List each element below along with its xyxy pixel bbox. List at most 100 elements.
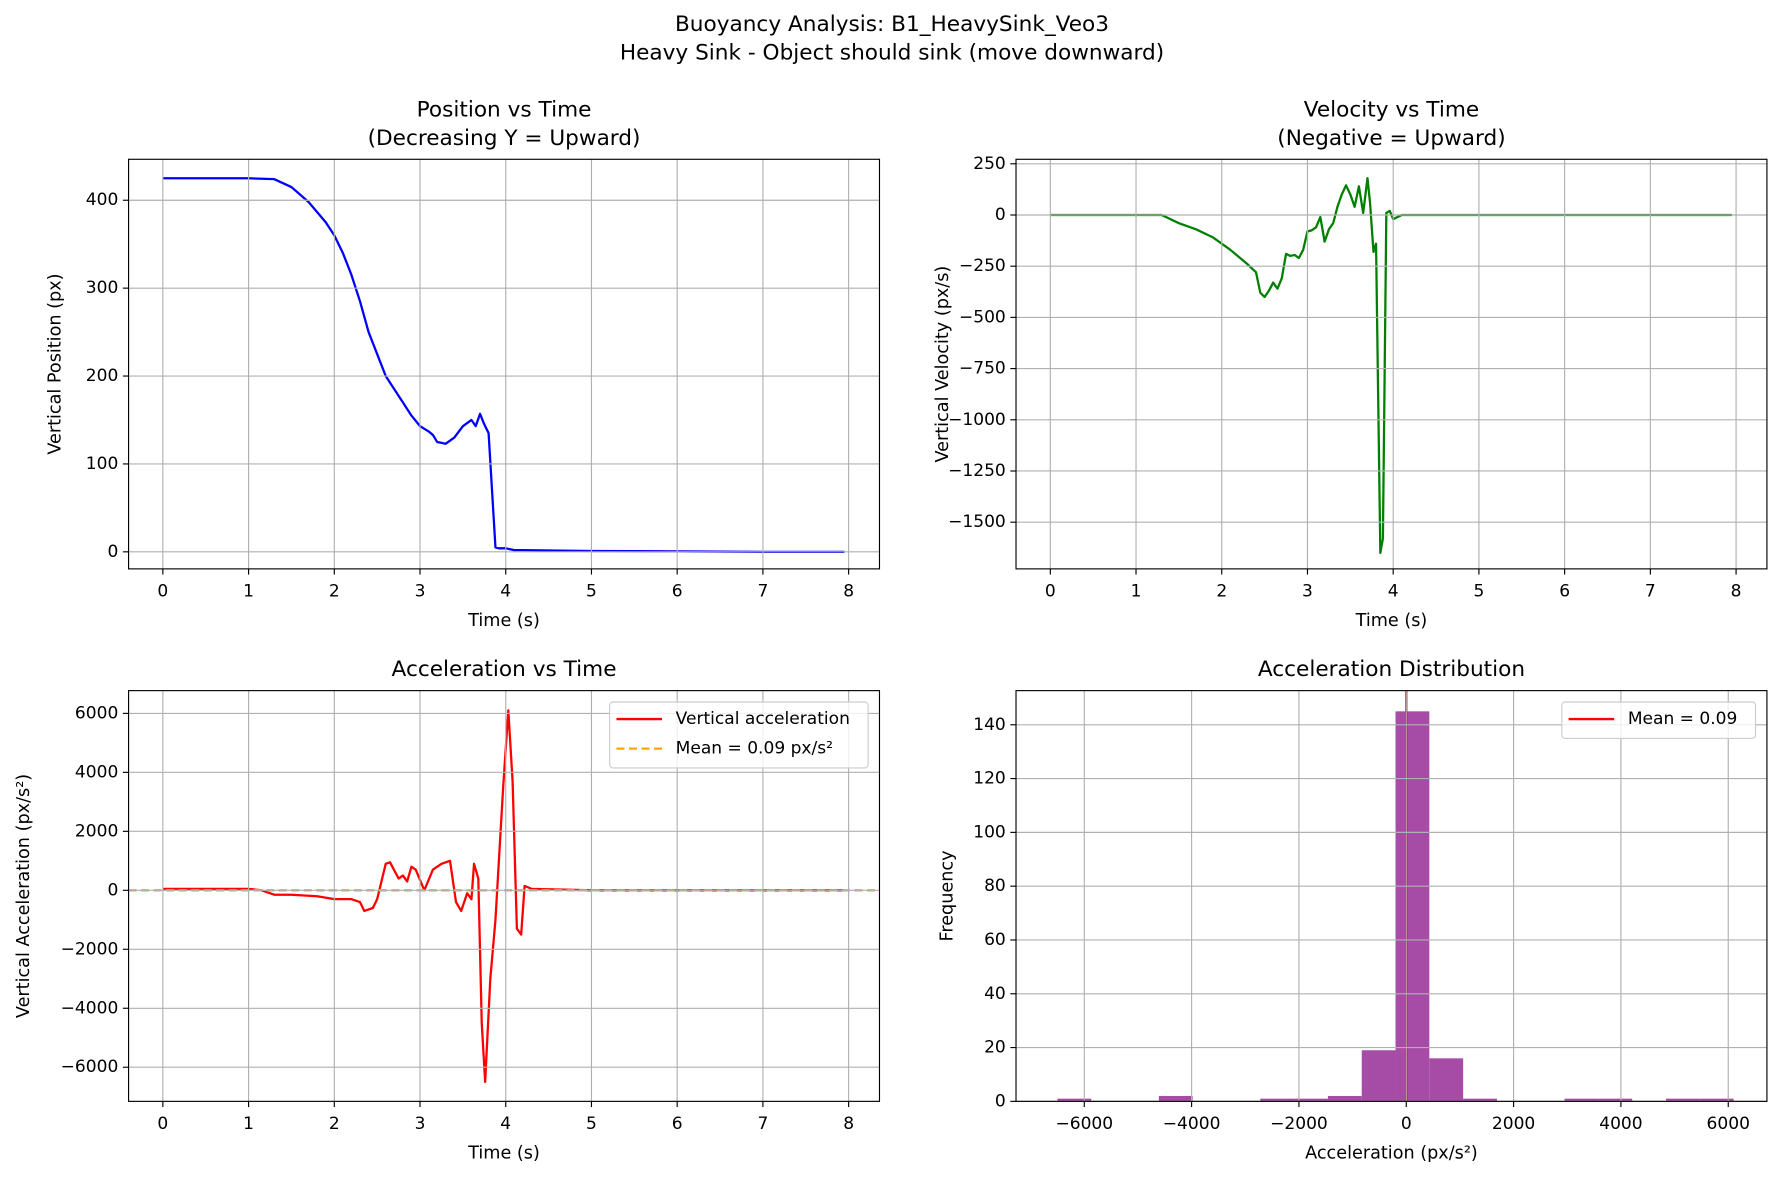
subplot: −6000 −4000 −2000 0 2000 4000 6000 0 20 40 60 80 100… (938, 657, 1768, 1164)
y-tick-label: 300 (86, 278, 119, 298)
x-tick-label: 2 (329, 1114, 340, 1134)
legend-label: Vertical acceleration (676, 709, 850, 729)
y-tick-label: 400 (86, 190, 119, 210)
y-tick-label: 60 (984, 930, 1006, 950)
x-tick-label: 8 (843, 582, 854, 602)
hist-bar (1665, 1098, 1700, 1102)
data-line (162, 177, 845, 553)
x-axis-label: Acceleration (px/s²) (1305, 1144, 1478, 1164)
x-tick-label: 6 (672, 582, 683, 602)
x-tick-label: 3 (415, 1114, 426, 1134)
subplot-subtitle: (Decreasing Y = Upward) (368, 126, 641, 151)
x-axis-label: Time (s) (467, 1144, 540, 1164)
y-tick-label: 0 (107, 542, 118, 562)
subplot: 0 1 2 3 4 5 6 7 8 −6000 −4000 −2000 0 2000 4000 6000 Acc… (14, 657, 881, 1164)
subplot-subtitle: (Negative = Upward) (1277, 126, 1505, 151)
x-tick-label: 0 (157, 582, 168, 602)
x-tick-label: 8 (843, 1114, 854, 1134)
y-tick-label: 6000 (75, 703, 118, 723)
x-tick-label: 6 (1559, 582, 1570, 602)
axes-frame (1015, 158, 1768, 570)
subplot-title: Position vs Time (417, 97, 592, 122)
x-tick-label: 4 (500, 582, 511, 602)
y-tick-label: 250 (973, 154, 1006, 174)
x-axis-label: Time (s) (467, 611, 540, 631)
y-tick-label: 20 (984, 1038, 1006, 1058)
x-tick-label: 5 (1473, 582, 1484, 602)
y-tick-label: −2000 (61, 939, 119, 959)
y-tick-label: 100 (86, 454, 119, 474)
legend-box (1561, 701, 1757, 739)
hist-bar (1057, 1098, 1092, 1102)
subplot-title: Acceleration Distribution (1258, 657, 1525, 682)
hist-bar (1429, 1058, 1464, 1102)
y-tick-label: 120 (973, 769, 1006, 789)
y-tick-label: 80 (984, 876, 1006, 896)
hist-bar (1294, 1098, 1328, 1102)
x-axis-label: Time (s) (1355, 611, 1428, 631)
data-line (162, 709, 845, 1084)
x-tick-label: 0 (157, 1114, 168, 1134)
hist-bar (1260, 1098, 1295, 1102)
y-tick-label: 0 (107, 880, 118, 900)
plot-area (1050, 176, 1732, 555)
axes-frame (1015, 690, 1768, 1102)
x-tick-label: 2000 (1492, 1114, 1535, 1134)
x-tick-label: 2 (329, 582, 340, 602)
subplot-title: Acceleration vs Time (392, 657, 617, 682)
legend: Mean = 0.09 (1561, 701, 1757, 739)
y-tick-label: 4000 (75, 762, 118, 782)
x-tick-label: 0 (1045, 582, 1056, 602)
y-tick-label: 140 (973, 715, 1006, 735)
y-tick-label: 200 (86, 366, 119, 386)
y-tick-label: −1000 (948, 410, 1006, 430)
plot-area (162, 177, 845, 553)
y-axis-label: Vertical Acceleration (px/s²) (14, 774, 34, 1018)
y-tick-label: 100 (973, 822, 1006, 842)
x-tick-label: 2 (1216, 582, 1227, 602)
y-tick-label: −250 (959, 256, 1006, 276)
legend-label: Mean = 0.09 px/s² (676, 739, 833, 759)
axes-frame (127, 158, 881, 570)
hist-bar (1564, 1098, 1599, 1102)
x-tick-label: 5 (586, 582, 597, 602)
x-tick-label: 1 (243, 582, 254, 602)
y-tick-label: 2000 (75, 821, 118, 841)
hist-bar (1327, 1095, 1362, 1102)
x-tick-label: 6000 (1707, 1114, 1750, 1134)
x-tick-label: 6 (672, 1114, 683, 1134)
x-tick-label: 7 (1645, 582, 1656, 602)
x-tick-label: 7 (757, 1114, 768, 1134)
y-axis-label: Vertical Position (px) (46, 273, 66, 454)
subplot: 0 1 2 3 4 5 6 7 8 0 100 200 300 400 Position vs Time (D… (46, 97, 881, 631)
y-tick-label: −1500 (948, 512, 1006, 532)
x-tick-label: −2000 (1270, 1114, 1328, 1134)
hist-bar (1395, 711, 1430, 1102)
y-tick-label: −1250 (948, 461, 1006, 481)
y-tick-label: 40 (984, 984, 1006, 1004)
x-tick-label: 3 (1302, 582, 1313, 602)
hist-bar (1361, 1050, 1396, 1102)
subplot: 0 1 2 3 4 5 6 7 8 −1500 −1250 −1000 −750 −500 −250 0 250… (933, 97, 1768, 631)
x-tick-label: −4000 (1163, 1114, 1221, 1134)
axes-frame (127, 690, 881, 1102)
y-tick-label: 0 (995, 205, 1006, 225)
legend-label: Mean = 0.09 (1628, 709, 1738, 729)
data-line (1050, 176, 1732, 555)
legend-box (609, 701, 869, 769)
y-tick-label: −4000 (61, 998, 119, 1018)
x-tick-label: 4 (500, 1114, 511, 1134)
y-tick-label: −500 (959, 307, 1006, 327)
y-axis-label: Vertical Velocity (px/s) (933, 266, 953, 463)
hist-bar (1699, 1098, 1734, 1102)
y-tick-label: 0 (995, 1091, 1006, 1111)
x-tick-label: 8 (1731, 582, 1742, 602)
hist-bar (1598, 1098, 1633, 1102)
figure-subtitle: Heavy Sink - Object should sink (move do… (620, 40, 1164, 65)
x-tick-label: 4000 (1599, 1114, 1642, 1134)
y-tick-label: −6000 (61, 1057, 119, 1077)
figure-title: Buoyancy Analysis: B1_HeavySink_Veo3 (675, 12, 1109, 37)
x-tick-label: 7 (757, 582, 768, 602)
